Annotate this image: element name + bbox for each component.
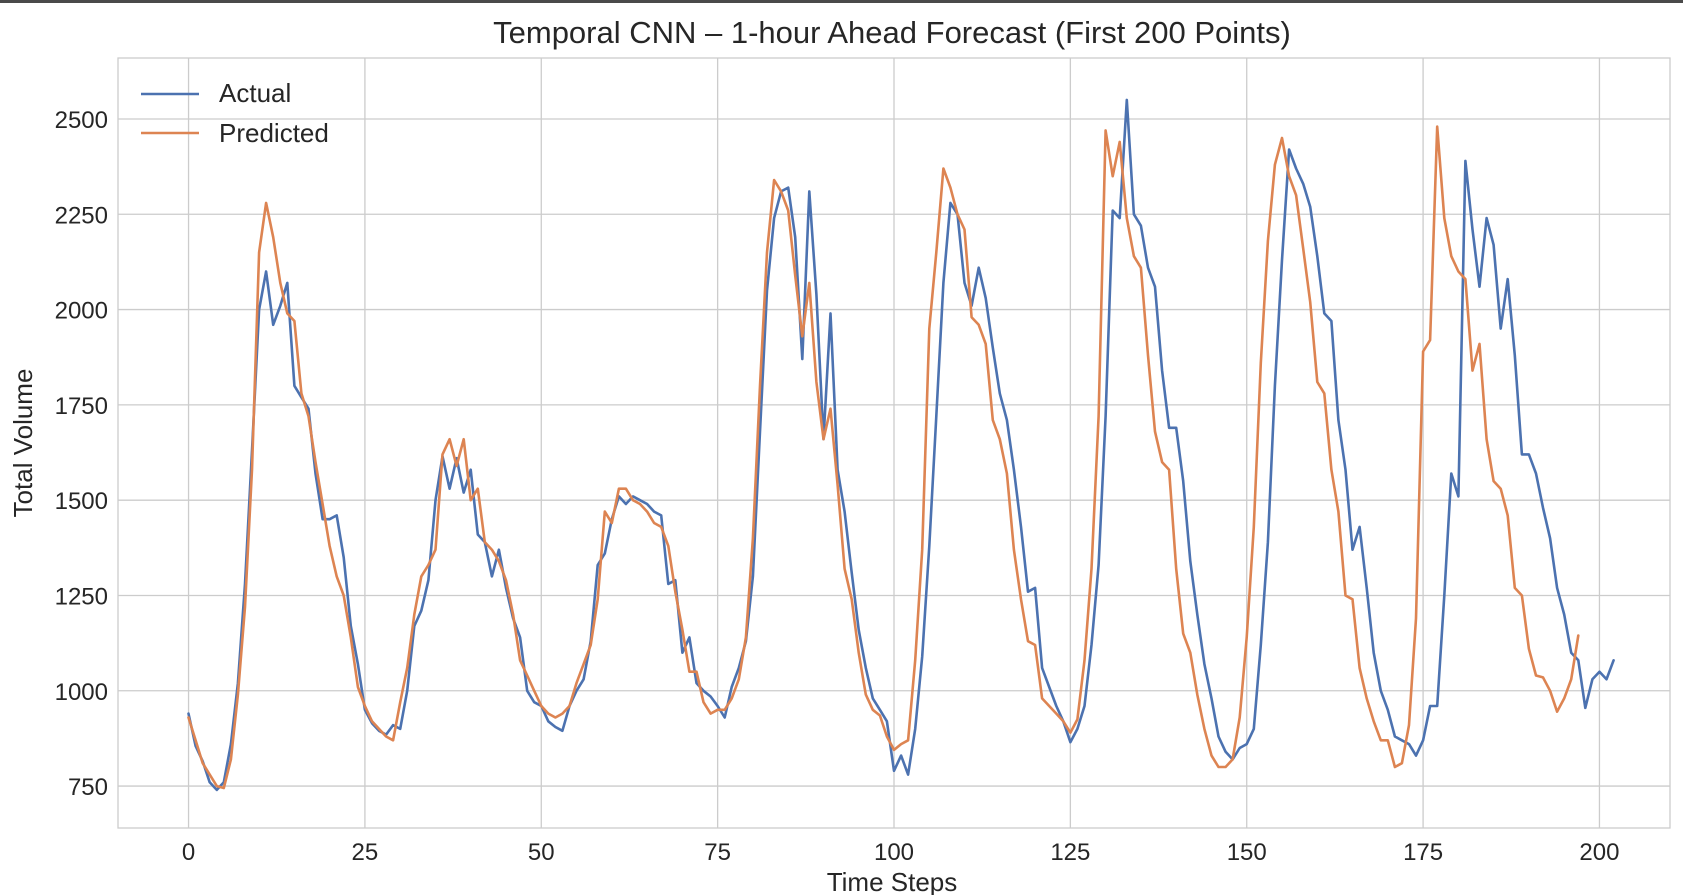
y-tick-label: 2250 (55, 202, 108, 229)
x-tick-label: 0 (182, 839, 195, 866)
y-tick-label: 1000 (55, 679, 108, 706)
series-lines (187, 98, 1615, 792)
series-line-actual (187, 98, 1615, 792)
y-tick-label: 2500 (55, 107, 108, 134)
y-tick-label: 1750 (55, 393, 108, 420)
x-tick-label: 25 (352, 839, 379, 866)
x-axis-ticks: 0 25 50 75 100 125 150 175 200 (182, 839, 1620, 866)
y-tick-label: 1500 (55, 488, 108, 515)
x-tick-label: 175 (1403, 839, 1443, 866)
y-tick-label: 750 (68, 774, 108, 801)
x-tick-label: 100 (874, 839, 914, 866)
y-tick-label: 1250 (55, 583, 108, 610)
x-tick-label: 125 (1050, 839, 1090, 866)
y-axis-ticks: 750 1000 1250 1500 1750 2000 2250 2500 (55, 107, 108, 801)
legend-predicted-label: Predicted (219, 118, 329, 148)
grid-lines (118, 58, 1670, 828)
chart-title: Temporal CNN – 1-hour Ahead Forecast (Fi… (493, 15, 1291, 50)
x-axis-label: Time Steps (827, 867, 958, 895)
window-top-border (0, 0, 1683, 3)
series-line-predicted (187, 125, 1580, 790)
y-axis-label: Total Volume (8, 369, 38, 518)
y-tick-label: 2000 (55, 298, 108, 325)
x-tick-label: 200 (1579, 839, 1619, 866)
x-tick-label: 150 (1227, 839, 1267, 866)
legend: Actual Predicted (141, 78, 329, 148)
legend-actual-label: Actual (219, 78, 291, 108)
x-tick-label: 50 (528, 839, 555, 866)
x-tick-label: 75 (704, 839, 731, 866)
